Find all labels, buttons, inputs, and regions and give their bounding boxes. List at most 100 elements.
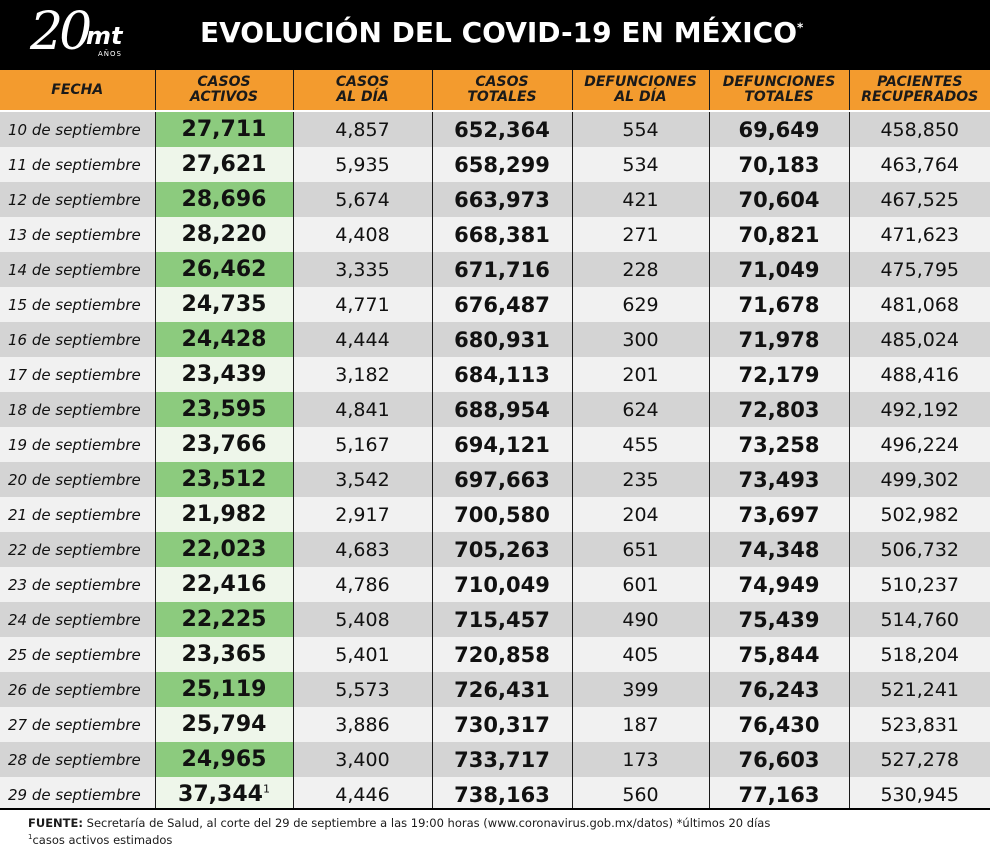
recovered-value: 471,623 (880, 223, 960, 246)
header-bar: 20 mt AÑOS EVOLUCIÓN DEL COVID-19 EN MÉX… (0, 0, 990, 70)
table-row: 14 de septiembre 26,462 3,335 671,716 228 71,… (0, 252, 990, 287)
footnote-text: casos activos estimados (32, 833, 173, 847)
recovered-value: 502,982 (880, 503, 960, 526)
total-cases-cell: 697,663 (431, 462, 572, 497)
recovered-value: 488,416 (880, 363, 960, 386)
active-cases-value: 23,439 (181, 362, 267, 387)
daily-deaths-value: 534 (622, 153, 659, 176)
active-cases-value: 28,220 (181, 222, 267, 247)
column-header-line: RECUPERADOS (861, 89, 979, 105)
date-value: 24 de septiembre (8, 610, 141, 629)
daily-deaths-cell: 228 (571, 252, 709, 287)
table-row: 19 de septiembre 23,766 5,167 694,121 455 73,… (0, 427, 990, 462)
daily-cases-cell: 5,167 (292, 427, 432, 462)
date-cell: 17 de septiembre (0, 357, 155, 392)
daily-deaths-value: 455 (622, 433, 659, 456)
column-header-line: ACTIVOS (189, 89, 258, 105)
active-cases-value: 23,365 (181, 642, 267, 667)
total-cases-value: 738,163 (454, 782, 550, 807)
total-deaths-cell: 76,243 (708, 672, 849, 707)
date-cell: 27 de septiembre (0, 707, 155, 742)
date-value: 14 de septiembre (8, 260, 141, 279)
active-cases-value: 37,344 (178, 782, 263, 807)
daily-cases-cell: 4,408 (292, 217, 432, 252)
daily-cases-cell: 5,935 (292, 147, 432, 182)
daily-cases-value: 4,841 (335, 398, 390, 421)
total-cases-value: 705,263 (454, 537, 550, 562)
active-cases-cell: 23,365 (154, 637, 293, 672)
daily-cases-cell: 2,917 (292, 497, 432, 532)
column-header-line: AL DÍA (336, 89, 389, 105)
daily-deaths-cell: 399 (571, 672, 709, 707)
total-deaths-cell: 77,163 (708, 777, 849, 812)
recovered-cell: 506,732 (848, 532, 990, 567)
daily-deaths-cell: 651 (571, 532, 709, 567)
column-header-line: CASOS (475, 74, 529, 90)
recovered-cell: 527,278 (848, 742, 990, 777)
total-deaths-value: 73,493 (738, 467, 820, 492)
column-header-line: FECHA (51, 81, 104, 98)
daily-deaths-cell: 235 (571, 462, 709, 497)
date-cell: 28 de septiembre (0, 742, 155, 777)
daily-cases-cell: 5,674 (292, 182, 432, 217)
footer: FUENTE: Secretaría de Salud, al corte de… (0, 808, 990, 852)
table-row: 27 de septiembre 25,794 3,886 730,317 187 76,… (0, 707, 990, 742)
daily-cases-value: 4,446 (335, 783, 390, 806)
total-cases-value: 671,716 (454, 257, 550, 282)
date-value: 19 de septiembre (8, 435, 141, 454)
date-cell: 22 de septiembre (0, 532, 155, 567)
active-cases-cell: 22,416 (154, 567, 293, 602)
daily-cases-cell: 3,886 (292, 707, 432, 742)
date-value: 15 de septiembre (8, 295, 141, 314)
date-value: 28 de septiembre (8, 750, 141, 769)
daily-cases-value: 4,786 (335, 573, 390, 596)
table-row: 15 de septiembre 24,735 4,771 676,487 629 71,… (0, 287, 990, 322)
footnote: 1casos activos estimados (28, 833, 172, 847)
recovered-cell: 521,241 (848, 672, 990, 707)
active-cases-cell: 22,023 (154, 532, 293, 567)
total-deaths-value: 75,844 (738, 642, 820, 667)
daily-cases-value: 4,408 (335, 223, 390, 246)
logo-subtitle: AÑOS (98, 50, 122, 58)
recovered-value: 481,068 (880, 293, 960, 316)
date-cell: 29 de septiembre (0, 777, 155, 812)
total-cases-value: 684,113 (454, 362, 550, 387)
total-deaths-cell: 73,258 (708, 427, 849, 462)
date-cell: 12 de septiembre (0, 182, 155, 217)
total-cases-cell: 738,163 (431, 777, 572, 812)
active-cases-value: 23,595 (181, 397, 267, 422)
date-cell: 20 de septiembre (0, 462, 155, 497)
recovered-value: 499,302 (880, 468, 960, 491)
daily-deaths-value: 300 (622, 328, 659, 351)
active-cases-cell: 23,595 (154, 392, 293, 427)
date-cell: 25 de septiembre (0, 637, 155, 672)
date-value: 27 de septiembre (8, 715, 141, 734)
total-cases-value: 688,954 (454, 397, 550, 422)
page-title: EVOLUCIÓN DEL COVID-19 EN MÉXICO* (200, 16, 803, 49)
recovered-value: 506,732 (880, 538, 960, 561)
daily-cases-cell: 3,400 (292, 742, 432, 777)
recovered-cell: 496,224 (848, 427, 990, 462)
logo-brand: mt (86, 22, 123, 50)
active-cases-cell: 23,512 (154, 462, 293, 497)
recovered-cell: 530,945 (848, 777, 990, 812)
daily-cases-cell: 3,335 (292, 252, 432, 287)
daily-cases-cell: 5,401 (292, 637, 432, 672)
daily-cases-value: 3,886 (335, 713, 390, 736)
daily-cases-value: 4,444 (335, 328, 390, 351)
total-cases-cell: 715,457 (431, 602, 572, 637)
recovered-value: 514,760 (880, 608, 960, 631)
date-value: 29 de septiembre (8, 785, 141, 804)
total-deaths-value: 76,243 (738, 677, 820, 702)
total-deaths-cell: 75,844 (708, 637, 849, 672)
milenio-tiempo-logo: 20 mt AÑOS (30, 2, 150, 64)
daily-deaths-cell: 271 (571, 217, 709, 252)
daily-cases-cell: 4,771 (292, 287, 432, 322)
date-cell: 10 de septiembre (0, 111, 155, 147)
daily-cases-value: 3,335 (335, 258, 390, 281)
date-value: 21 de septiembre (8, 505, 141, 524)
total-deaths-cell: 69,649 (708, 111, 849, 147)
total-deaths-value: 70,821 (738, 222, 820, 247)
active-cases-value: 22,225 (181, 607, 267, 632)
total-cases-cell: 684,113 (431, 357, 572, 392)
